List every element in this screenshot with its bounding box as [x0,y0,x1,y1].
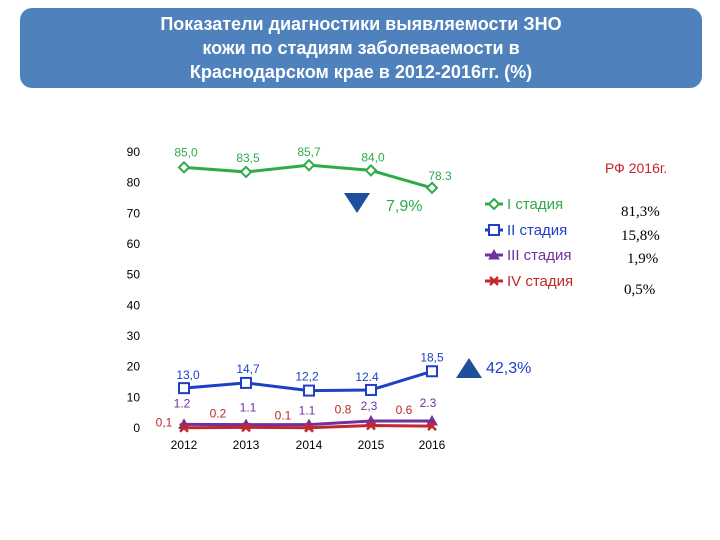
data-point [365,383,377,396]
legend-label: III стадия [507,247,571,264]
rf-title: РФ 2016г. [605,160,667,176]
data-label: 0.8 [335,403,352,417]
data-point [427,421,437,432]
series-1 [177,158,439,195]
up-change-label: 42,3% [486,360,531,377]
data-label: 13,0 [176,368,200,382]
up-change-arrow [456,358,482,378]
title-line-3: Краснодарском крае в 2012-2016гг. (%) [189,62,533,82]
title-line-1: Показатели диагностики выявляемости ЗНО [160,14,562,34]
x-tick-label: 2016 [419,438,446,452]
series-layer [177,158,439,433]
down-change-label: 7,9% [386,198,422,215]
data-label: 0.1 [275,409,292,423]
data-label: 0.2 [210,406,227,420]
data-point [177,160,191,174]
x-tick-label: 2014 [296,438,323,452]
annotation-layer: 7,9% 42,3% [344,193,531,378]
data-label: 0,1 [156,416,173,430]
rf-value: 0,5% [624,282,655,298]
rf-value: 1,9% [627,251,658,267]
data-label: 12.4 [355,370,379,384]
x-tick-label: 2013 [233,438,260,452]
down-change-arrow [344,193,370,213]
y-tick-label: 70 [127,206,141,220]
data-point [426,365,438,378]
y-tick-label: 60 [127,237,141,251]
y-tick-label: 40 [127,298,141,312]
data-label: 1.2 [174,396,191,410]
y-tick-label: 90 [127,145,141,159]
data-label: 83,5 [236,151,260,165]
legend-label: II стадия [507,222,567,239]
legend-label: IV стадия [507,273,573,290]
rf-value: 81,3% [621,204,660,220]
axis-layer: 0 10 20 30 40 50 60 70 80 90 2012 2013 2014 2015 2016 [127,145,446,452]
data-label: 1.1 [299,404,316,418]
data-point [179,422,189,433]
data-label: 14,7 [236,362,260,376]
data-point [302,158,316,172]
label-layer: 85,0 83,5 85,7 84,0 78.3 13,0 14,7 12,2 12.4 18,5… [156,145,452,430]
y-tick-label: 80 [127,176,141,190]
data-point [364,163,378,177]
title-line-2: кожи по стадиям заболеваемости в [202,38,520,58]
data-label: 85,7 [297,145,321,159]
data-point [488,224,500,236]
data-label: 84,0 [361,150,385,164]
data-point [366,420,376,431]
data-point [489,276,499,286]
data-point [303,384,315,397]
y-tick-label: 30 [127,329,141,343]
rf-panel: РФ 2016г. 81,3% 15,8% 1,9% 0,5% [605,160,667,298]
y-tick-label: 0 [133,421,140,435]
y-tick-label: 50 [127,268,141,282]
title-banner: Показатели диагностики выявляемости ЗНО … [20,8,702,88]
data-label: 0.6 [396,403,413,417]
data-label: 12,2 [295,370,319,384]
data-point [178,382,190,395]
data-point [241,422,251,433]
legend-label: I стадия [507,196,563,213]
data-label: 18,5 [420,350,444,364]
data-point [425,181,439,195]
data-label: 78.3 [428,169,452,183]
data-point [488,248,500,260]
data-point [240,376,252,389]
x-tick-label: 2012 [171,438,198,452]
data-label: 85,0 [174,145,198,159]
x-tick-label: 2015 [358,438,385,452]
y-tick-label: 10 [127,390,141,404]
data-label: 2,3 [361,399,378,413]
legend: I стадия II стадия III стадия IV стадия [485,196,573,290]
series-2 [178,365,438,397]
data-point [239,165,253,179]
series-4 [179,420,437,433]
data-label: 2.3 [420,396,437,410]
rf-value: 15,8% [621,228,660,244]
data-point [487,197,501,211]
data-label: 1.1 [240,401,257,415]
data-point [304,422,314,433]
y-tick-label: 20 [127,360,141,374]
